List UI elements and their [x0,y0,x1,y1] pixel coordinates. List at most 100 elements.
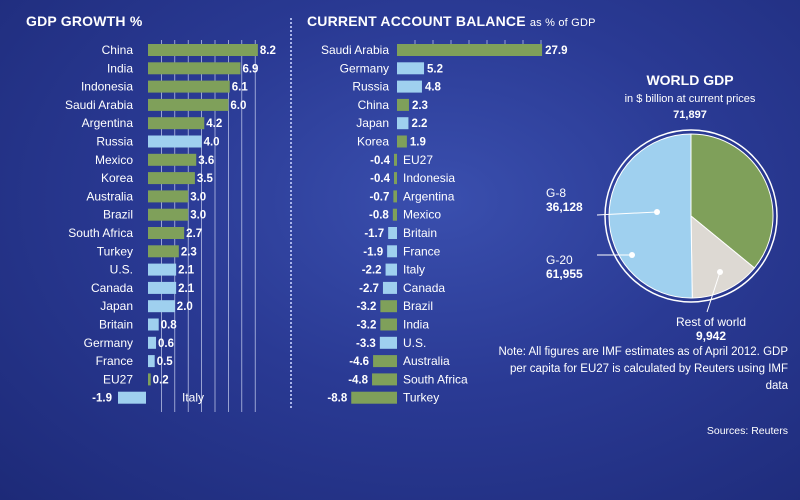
category-label: Canada [403,281,445,295]
category-label: China [102,43,134,57]
data-label: 4.0 [204,137,220,149]
category-label: Mexico [95,153,133,167]
current-account-title: CURRENT ACCOUNT BALANCE [307,13,526,29]
bar [393,190,397,203]
category-label: U.S. [403,336,426,350]
bar [394,153,397,166]
bar [148,80,230,93]
rest-of-world-name: Rest of world [676,315,747,329]
category-label: India [403,318,429,332]
category-label: Japan [100,299,133,313]
category-label: Turkey [97,244,133,258]
bar [372,373,397,386]
data-label: 1.9 [410,137,426,149]
pie-outline [604,129,778,303]
data-label: 2.7 [186,228,202,240]
data-label: -3.2 [357,320,377,332]
bar [397,62,425,75]
current-account-heading: CURRENT ACCOUNT BALANCE as % of GDP [307,13,596,29]
data-label: 5.2 [427,63,443,75]
category-label: Australia [86,189,133,203]
bar [397,117,409,130]
g8-label: G-8 36,128 [546,186,583,214]
data-label: 2.3 [412,100,428,112]
category-label: Russia [96,135,133,149]
leader-dot [629,252,635,258]
pie-slice [608,133,693,299]
leader-dot [654,209,660,215]
category-label: Germany [340,61,389,75]
leader-line [596,211,658,216]
current-account-chart: Saudi Arabia 27.9 Germany 5.2 Russia 4.8 China… [327,40,543,405]
category-label: Indonesia [81,80,133,94]
category-label: Canada [91,281,133,295]
category-label: Korea [357,135,389,149]
bar [388,227,397,239]
leader-dot [717,269,723,275]
bar [394,172,397,185]
bar [387,245,397,258]
category-label: India [107,61,133,75]
g8-label-name: G-8 [546,186,567,200]
data-label: 3.6 [198,155,214,167]
bar [148,98,229,111]
bar [392,208,397,221]
bar [373,355,397,368]
bar [148,355,155,368]
data-label: 4.8 [425,82,442,94]
g20-label: G-20 61,955 [546,253,583,281]
bar [148,62,241,75]
footnote: Note: All figures are IMF estimates as o… [498,346,788,392]
bar [380,318,397,331]
data-label: 3.0 [190,210,206,222]
section-divider [290,18,292,408]
bar [148,263,177,276]
category-label: Australia [403,354,450,368]
world-gdp-subtitle: in $ billion at current prices [624,93,756,105]
world-gdp-title: WORLD GDP [646,72,734,88]
data-label: 6.9 [242,63,258,75]
world-gdp-total: 71,897 [673,109,707,121]
bar [397,98,409,111]
data-label: 2.2 [411,118,427,130]
data-label: -3.3 [356,338,376,350]
bar [148,172,195,185]
data-label: 2.1 [178,283,195,295]
data-label: -2.2 [362,265,382,277]
data-label: 2.0 [177,301,193,313]
data-label: 0.6 [158,338,174,350]
data-label: 2.1 [178,265,195,277]
bar [380,300,397,313]
category-label: Korea [101,171,133,185]
bar [148,281,177,294]
rest-of-world-label: Rest of world 9,942 [676,315,746,343]
data-label: 6.0 [230,100,246,112]
current-account-subtitle: as % of GDP [529,17,596,29]
data-label: 6.1 [232,82,249,94]
category-label: Russia [352,80,389,94]
bar [148,135,202,148]
data-label: -2.7 [359,283,379,295]
category-label: China [358,98,390,112]
world-gdp-pie [596,129,778,313]
data-label: -4.6 [349,356,369,368]
bar [148,227,185,239]
g8-label-value: 36,128 [546,200,583,214]
category-label: Brazil [403,299,433,313]
category-label: Saudi Arabia [65,98,133,112]
bar [118,391,146,404]
category-label: Argentina [82,116,134,130]
bar [385,263,397,276]
data-label: -1.7 [364,228,384,240]
data-label: -4.8 [348,374,368,386]
category-label: Italy [403,263,425,277]
data-label: -8.8 [327,393,347,405]
data-label: -0.4 [370,155,390,167]
leader-line [706,271,721,313]
category-label: Argentina [403,189,455,203]
category-label: U.S. [110,263,133,277]
bar [397,44,543,56]
g20-label-value: 61,955 [546,267,583,281]
category-label: Germany [84,336,133,350]
category-label: EU27 [103,372,133,386]
